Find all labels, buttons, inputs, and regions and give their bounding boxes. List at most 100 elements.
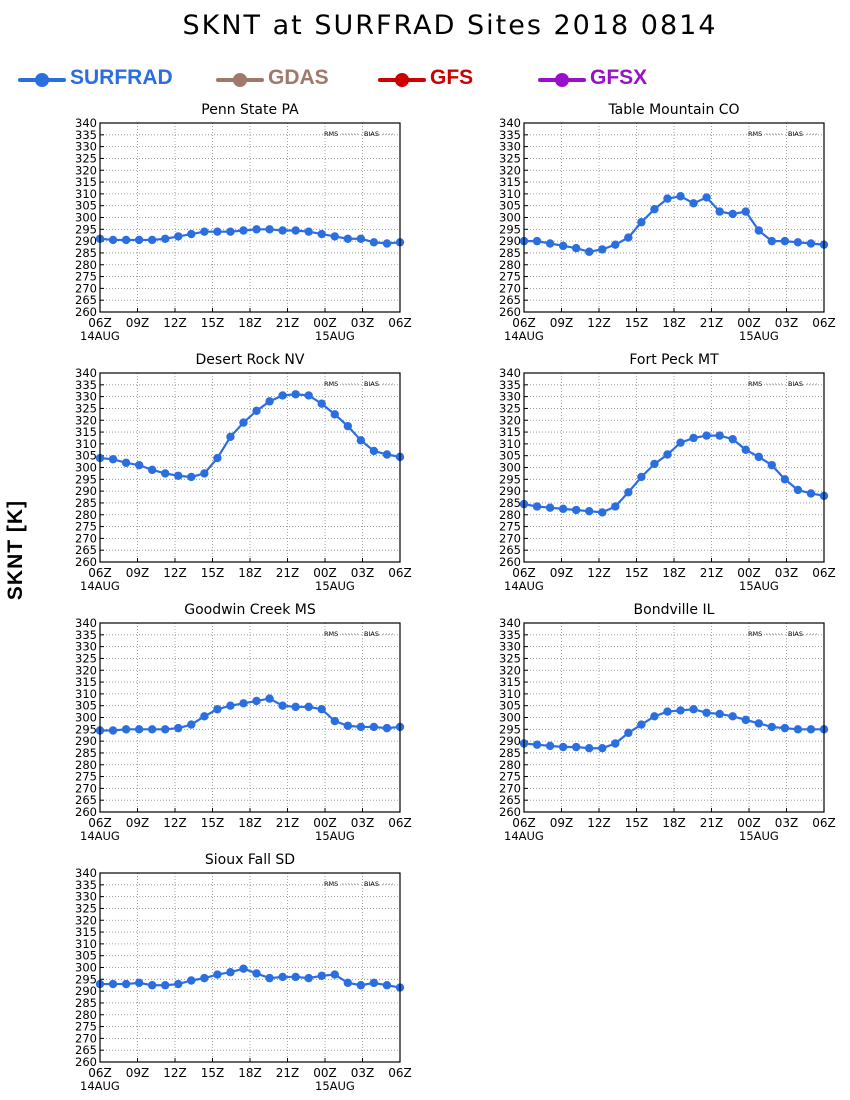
- data-point: [147, 725, 157, 734]
- y-tick-label: 260: [499, 805, 521, 819]
- y-tick-label: 340: [499, 616, 521, 630]
- y-tick-label: 315: [75, 675, 97, 689]
- data-point: [728, 712, 737, 721]
- data-point: [598, 245, 607, 254]
- data-point: [291, 972, 300, 982]
- data-point: [728, 434, 737, 444]
- data-point: [689, 433, 698, 443]
- data-point: [624, 233, 633, 242]
- y-tick-label: 300: [499, 711, 521, 725]
- date-label: 15AUG: [315, 1079, 355, 1093]
- x-tick-label: 09Z: [126, 566, 150, 580]
- y-tick-label: 330: [75, 640, 97, 654]
- y-tick-label: 290: [499, 734, 521, 748]
- x-tick-label: 18Z: [662, 816, 686, 830]
- data-point: [369, 446, 379, 456]
- x-tick-label: 12Z: [163, 566, 187, 580]
- rms-legend-label: RMS: [748, 130, 762, 138]
- data-point: [304, 391, 313, 400]
- panel-title: Bondville IL: [634, 602, 715, 618]
- data-point: [585, 507, 594, 516]
- data-point: [637, 472, 646, 482]
- chart-panel: Sioux Fall SD 260265270275280285290295300…: [75, 852, 412, 1093]
- data-point: [252, 225, 261, 234]
- y-tick-label: 270: [75, 281, 97, 295]
- data-point: [304, 227, 313, 236]
- y-tick-label: 285: [75, 996, 97, 1010]
- data-point: [545, 741, 555, 751]
- y-tick-label: 340: [75, 366, 97, 380]
- y-tick-label: 275: [499, 770, 521, 784]
- data-point: [174, 232, 183, 241]
- data-point: [585, 744, 594, 753]
- plot-frame: [99, 372, 401, 563]
- data-point: [108, 979, 118, 989]
- data-point: [121, 725, 131, 734]
- y-tick-label: 340: [75, 616, 97, 630]
- y-tick-label: 310: [499, 437, 521, 451]
- date-label: 15AUG: [315, 829, 355, 843]
- y-tick-label: 260: [499, 555, 521, 569]
- data-point: [611, 240, 620, 249]
- data-point: [676, 192, 685, 201]
- data-point: [343, 721, 353, 730]
- y-tick-label: 325: [75, 651, 97, 665]
- data-point: [239, 418, 248, 427]
- x-tick-label: 06Z: [388, 1066, 412, 1080]
- y-tick-label: 305: [499, 199, 521, 213]
- y-tick-label: 260: [75, 555, 97, 569]
- y-tick-label: 275: [499, 520, 521, 534]
- y-tick-label: 290: [75, 984, 97, 998]
- y-tick-label: 280: [75, 258, 97, 272]
- data-point: [161, 234, 170, 243]
- y-tick-label: 290: [499, 234, 521, 248]
- y-tick-label: 265: [75, 1043, 97, 1057]
- plot-frame: [99, 122, 401, 313]
- y-tick-label: 275: [499, 270, 521, 284]
- chart-panel: Table Mountain CO 26026527027528028529029…: [499, 102, 836, 343]
- y-tick-label: 285: [499, 246, 521, 260]
- y-tick-label: 270: [499, 781, 521, 795]
- data-point: [278, 226, 287, 235]
- x-tick-label: 21Z: [276, 1066, 300, 1080]
- data-point: [134, 978, 144, 988]
- y-tick-label: 340: [75, 116, 97, 130]
- x-tick-label: 06Z: [88, 1066, 112, 1080]
- data-point: [532, 236, 542, 246]
- y-tick-label: 300: [499, 211, 521, 225]
- data-point: [108, 235, 118, 245]
- y-tick-label: 310: [499, 687, 521, 701]
- y-tick-label: 290: [75, 234, 97, 248]
- data-point: [226, 227, 235, 236]
- y-tick-label: 265: [75, 293, 97, 307]
- x-tick-label: 21Z: [276, 816, 300, 830]
- x-tick-label: 06Z: [512, 816, 536, 830]
- data-point: [382, 723, 392, 733]
- data-point: [702, 431, 711, 440]
- x-tick-label: 06Z: [512, 566, 536, 580]
- bias-legend-label: BIAS: [364, 130, 379, 138]
- bias-legend-label: BIAS: [364, 380, 379, 388]
- bias-legend-label: BIAS: [364, 630, 379, 638]
- data-point: [278, 701, 287, 710]
- data-point: [187, 720, 196, 729]
- y-tick-label: 270: [499, 281, 521, 295]
- data-point: [715, 431, 724, 440]
- data-point: [663, 707, 672, 716]
- x-tick-label: 03Z: [775, 316, 799, 330]
- y-tick-label: 310: [75, 687, 97, 701]
- y-tick-label: 260: [75, 1055, 97, 1069]
- data-point: [637, 218, 646, 227]
- data-point: [317, 705, 326, 714]
- date-label: 15AUG: [315, 579, 355, 593]
- legend-label: GDAS: [268, 66, 329, 89]
- data-point: [741, 715, 750, 725]
- y-tick-label: 290: [75, 734, 97, 748]
- data-point: [754, 226, 763, 235]
- y-tick-label: 335: [75, 128, 97, 142]
- x-tick-label: 06Z: [512, 316, 536, 330]
- data-point: [291, 390, 300, 399]
- x-tick-label: 06Z: [388, 566, 412, 580]
- rms-legend-label: RMS: [324, 130, 338, 138]
